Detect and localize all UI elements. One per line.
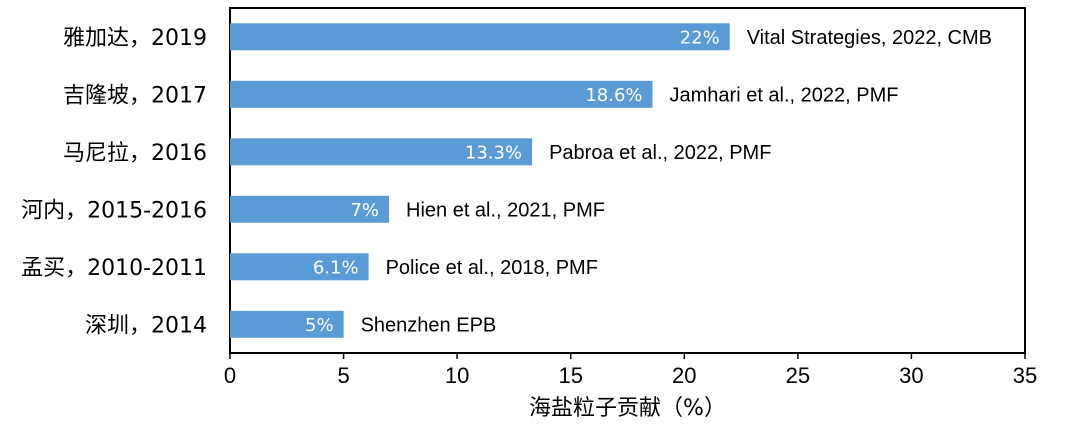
bar-3 [230,195,389,223]
bar-value-label-3: 7% [350,200,379,221]
bar-source-label-1: Jamhari et al., 2022, PMF [670,84,899,106]
bar-source-label-5: Shenzhen EPB [361,314,497,336]
x-tick-label-7: 35 [1013,363,1037,388]
category-label-1: 吉隆坡，2017 [63,83,207,108]
bar-value-label-0: 22% [680,27,720,48]
bar-2 [230,138,533,166]
bar-source-label-0: Vital Strategies, 2022, CMB [747,27,992,49]
category-label-2: 马尼拉，2016 [63,141,207,166]
bar-0 [230,23,730,51]
bar-value-label-5: 5% [305,315,334,336]
x-tick-label-1: 5 [337,363,349,388]
bar-value-label-2: 13.3% [465,142,522,163]
bar-source-label-3: Hien et al., 2021, PMF [406,199,605,221]
category-label-4: 孟买，2010-2011 [21,256,207,281]
category-label-5: 深圳，2014 [85,313,207,338]
category-label-3: 河内，2015-2016 [21,198,207,223]
x-tick-label-4: 20 [672,363,696,388]
bar-4 [230,253,369,281]
plot-area [229,7,1026,354]
bar-source-label-4: Police et al., 2018, PMF [386,257,598,279]
bars-group: 22% Vital Strategies, 2022, CMB 18.6% Jamha… [230,23,992,338]
bar-1 [230,80,653,108]
bar-5 [230,310,344,338]
x-tick-label-2: 10 [445,363,469,388]
bar-source-label-2: Pabroa et al., 2022, PMF [549,142,771,164]
bar-value-label-4: 6.1% [313,257,359,278]
x-tick-label-3: 15 [558,363,582,388]
x-ticks-group: 0 5 10 15 20 25 30 35 [224,353,1037,388]
x-axis-title: 海盐粒子贡献（%） [529,396,726,421]
x-tick-label-6: 30 [899,363,923,388]
x-tick-label-5: 25 [786,363,810,388]
bar-value-label-1: 18.6% [585,85,642,106]
category-labels-group: 雅加达，2019 吉隆坡，2017 马尼拉，2016 河内，2015-2016 孟买，2… [21,26,207,338]
category-label-0: 雅加达，2019 [63,26,207,51]
x-tick-label-0: 0 [224,363,236,388]
